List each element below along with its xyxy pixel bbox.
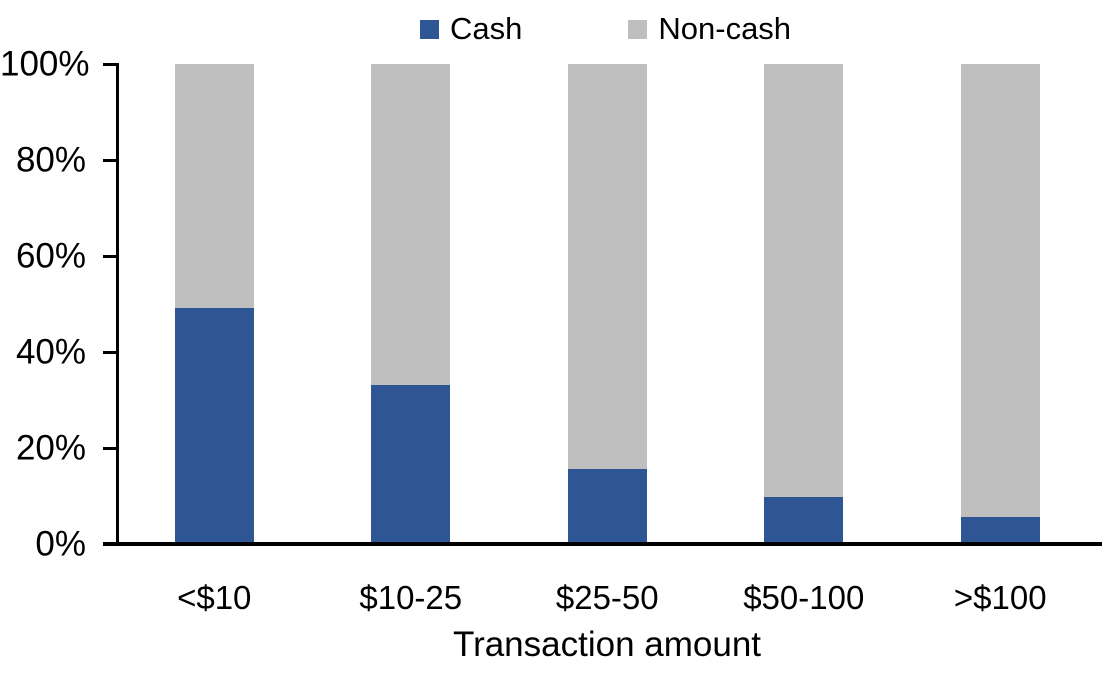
y-axis-tick xyxy=(103,254,117,258)
x-axis-title: Transaction amount xyxy=(452,625,762,664)
bar-group xyxy=(764,64,843,543)
y-axis-tick-label: 0% xyxy=(35,524,86,564)
legend-swatch-noncash-icon xyxy=(628,19,648,39)
bar-segment-cash xyxy=(568,469,647,543)
y-axis-tick-label: 60% xyxy=(15,236,86,276)
y-axis-tick xyxy=(103,446,117,450)
bar-segment-cash xyxy=(764,497,843,543)
y-axis-tick xyxy=(103,158,117,162)
legend-swatch-cash-icon xyxy=(420,19,439,39)
y-axis-line xyxy=(116,63,119,546)
bar-segment-cash xyxy=(175,308,254,543)
legend-item-cash: Cash xyxy=(420,10,522,48)
y-axis-tick-label: 80% xyxy=(15,140,86,180)
bar-segment-noncash xyxy=(961,64,1040,517)
bar-segment-noncash xyxy=(371,64,450,385)
x-axis-tick-label: $25-50 xyxy=(555,579,659,616)
legend-label-noncash: Non-cash xyxy=(658,11,792,46)
bar-segment-noncash xyxy=(568,64,647,469)
y-axis-tick xyxy=(103,350,117,354)
x-axis-line xyxy=(103,542,1102,546)
bar-group xyxy=(175,64,254,543)
legend: Cash Non-cash xyxy=(420,10,791,48)
bar-segment-cash xyxy=(961,517,1040,543)
bar-segment-noncash xyxy=(175,64,254,308)
x-axis-tick-label: <$10 xyxy=(177,579,252,616)
x-axis-tick-label: $10-25 xyxy=(359,579,463,616)
bar-group xyxy=(961,64,1040,543)
bar-segment-noncash xyxy=(764,64,843,497)
legend-item-noncash: Non-cash xyxy=(628,10,791,48)
y-axis-tick xyxy=(103,62,117,66)
y-axis-tick-label: 40% xyxy=(15,332,86,372)
legend-label-cash: Cash xyxy=(450,11,523,46)
bar-group xyxy=(568,64,647,543)
y-axis-tick-label: 20% xyxy=(15,428,86,468)
y-axis-tick-label: 100% xyxy=(0,44,90,84)
x-axis-tick-label: $50-100 xyxy=(743,579,865,616)
bar-segment-cash xyxy=(371,385,450,543)
bar-group xyxy=(371,64,450,543)
x-axis-tick-label: >$100 xyxy=(953,579,1047,616)
